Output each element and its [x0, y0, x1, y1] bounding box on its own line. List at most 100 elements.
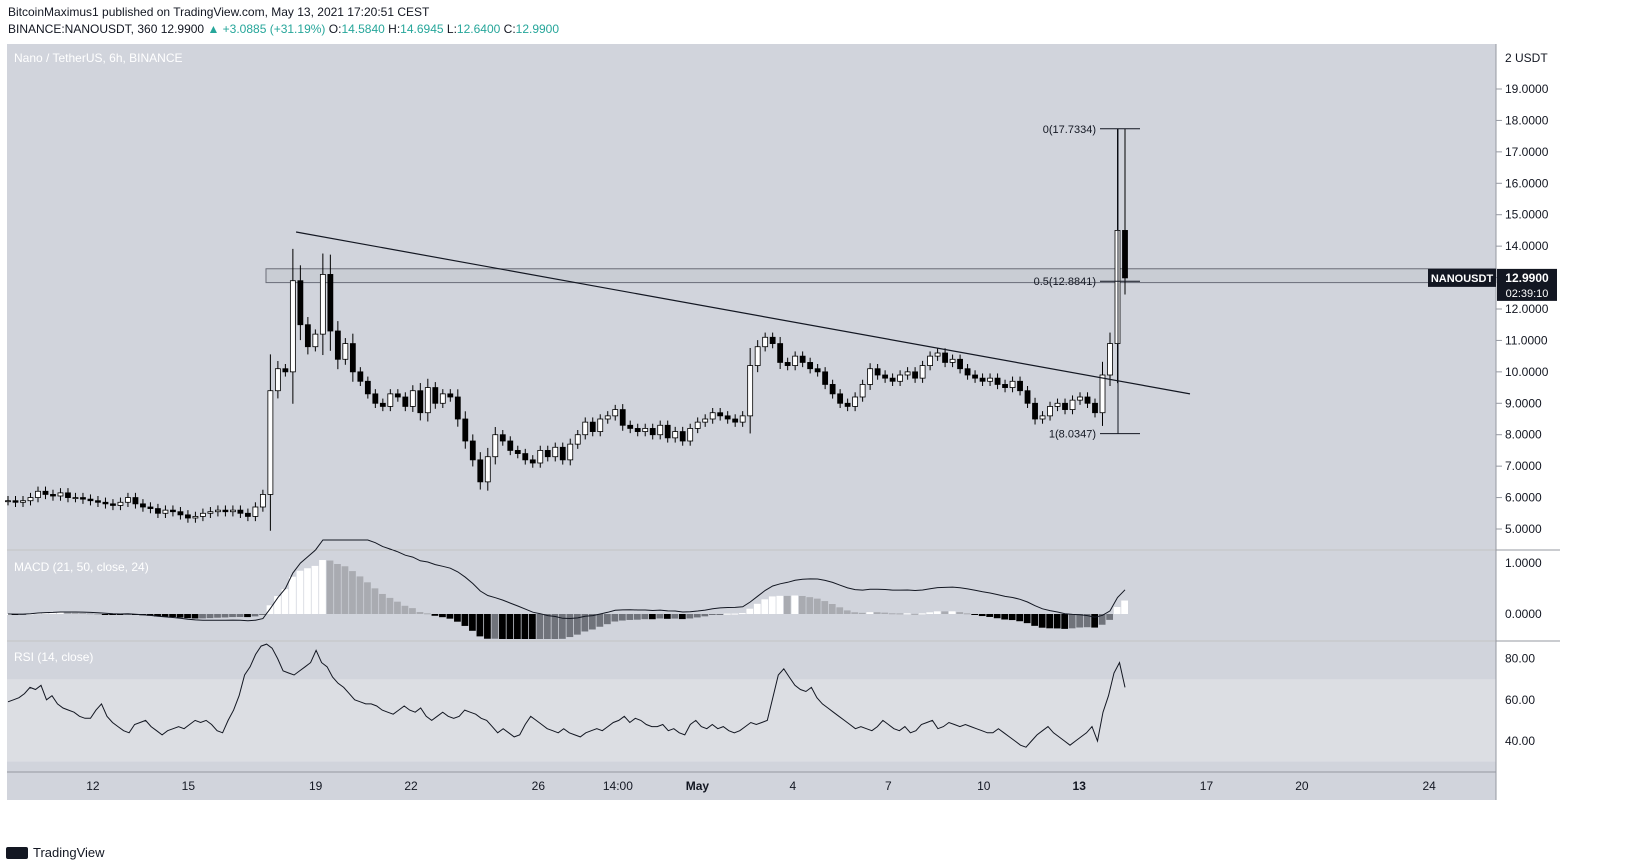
candle-body: [522, 453, 529, 461]
macd-histogram-bar: [229, 614, 236, 618]
candle-body: [927, 355, 933, 366]
macd-histogram-bar: [416, 611, 424, 614]
macd-histogram-bar: [1038, 614, 1046, 628]
candle-body: [747, 365, 754, 417]
macd-histogram-bar: [1053, 614, 1061, 629]
macd-histogram-bar: [798, 595, 806, 614]
last-price-text: 12.9900: [160, 22, 205, 36]
macd-histogram-bar: [671, 614, 679, 619]
time-tick-label: 7: [885, 779, 892, 793]
candle-body: [192, 516, 199, 519]
candle-body: [799, 355, 806, 363]
candle-body: [140, 503, 146, 508]
candle-body: [777, 343, 784, 363]
price-pane: [7, 44, 1496, 549]
price-tick-label: 16.0000: [1505, 176, 1549, 190]
candle-body: [709, 412, 716, 420]
macd-histogram-bar: [79, 612, 86, 614]
low-value: 12.6400: [456, 22, 501, 36]
candle-body: [552, 446, 559, 458]
macd-histogram-bar: [319, 560, 326, 614]
time-tick-label: 24: [1423, 779, 1437, 793]
candle-body: [732, 418, 739, 423]
candle-body: [589, 421, 596, 432]
macd-histogram-bar: [963, 613, 971, 615]
candle-body: [574, 434, 581, 445]
candle-body: [882, 374, 889, 379]
macd-histogram-bar: [618, 614, 626, 621]
candle-body: [582, 421, 589, 436]
candle-body: [807, 362, 814, 370]
macd-histogram-bar: [956, 612, 964, 614]
candle-body: [784, 362, 791, 366]
macd-histogram-bar: [454, 614, 461, 622]
macd-histogram-bar: [274, 596, 281, 614]
candle-body: [657, 424, 664, 436]
macd-histogram-bar: [1016, 614, 1024, 622]
candle-body: [125, 497, 131, 503]
macd-histogram-bar: [521, 614, 529, 639]
candle-body: [394, 393, 401, 398]
macd-histogram-bar: [626, 614, 634, 620]
macd-histogram-bar: [349, 571, 356, 614]
macd-histogram-bar: [311, 565, 319, 614]
macd-histogram-bar: [334, 563, 341, 614]
candle-body: [215, 509, 221, 513]
macd-histogram-bar: [761, 599, 769, 614]
macd-histogram-bar: [753, 603, 761, 614]
macd-histogram-bar: [641, 614, 649, 620]
macd-histogram-bar: [701, 614, 709, 617]
candle-body: [80, 497, 86, 500]
candle-body: [72, 497, 79, 499]
candle-body: [424, 387, 431, 414]
candle-body: [484, 456, 491, 483]
tradingview-logo-icon: [6, 846, 28, 859]
macd-histogram-bar: [86, 613, 94, 615]
candle-body: [364, 380, 371, 395]
macd-histogram-bar: [221, 614, 229, 618]
candle-body: [439, 393, 446, 404]
candle-body: [42, 490, 49, 495]
macd-histogram-bar: [573, 614, 581, 635]
macd-histogram-bar: [184, 614, 191, 619]
candle-body: [417, 390, 424, 414]
macd-histogram-bar: [588, 614, 596, 630]
macd-histogram-bar: [581, 614, 589, 632]
macd-tick-label: 0.0000: [1505, 607, 1542, 621]
rsi-line: [7, 643, 1126, 748]
candle-body: [229, 509, 236, 513]
macd-histogram-bar: [828, 604, 836, 614]
macd-histogram-bar: [918, 613, 926, 615]
price-tick-label: 17.0000: [1505, 145, 1549, 159]
candle-body: [507, 440, 514, 451]
candle-body: [147, 506, 154, 509]
candle-body: [612, 409, 619, 417]
macd-histogram-bar: [251, 614, 259, 617]
macd-histogram-bar: [993, 614, 1001, 619]
macd-histogram-bar: [596, 614, 604, 627]
price-axis-unit: 2 USDT: [1505, 51, 1548, 65]
macd-histogram-bar: [236, 614, 244, 617]
time-tick-label: 14:00: [603, 779, 633, 793]
macd-histogram-bar: [109, 614, 116, 615]
macd-histogram-bar: [1001, 614, 1009, 620]
macd-histogram-bar: [1023, 614, 1031, 624]
candle-body: [724, 415, 731, 420]
candle-body: [1069, 399, 1076, 410]
time-tick-label: 13: [1073, 779, 1087, 793]
candle-body: [259, 494, 266, 508]
tradingview-brand: TradingView: [33, 845, 105, 860]
price-tick-label: 8.0000: [1505, 428, 1542, 442]
macd-histogram-bar: [176, 614, 184, 618]
rsi-label: RSI (14, close): [14, 650, 93, 664]
countdown-value: 02:39:10: [1506, 288, 1549, 300]
candle-body: [1062, 402, 1068, 410]
macd-histogram-bar: [341, 566, 349, 614]
candle-body: [102, 501, 109, 505]
candle-body: [694, 421, 701, 429]
publisher-line: BitcoinMaximus1 published on TradingView…: [8, 5, 429, 19]
macd-histogram-bar: [858, 612, 866, 614]
time-tick-label: 26: [532, 779, 546, 793]
candle-body: [319, 274, 326, 335]
